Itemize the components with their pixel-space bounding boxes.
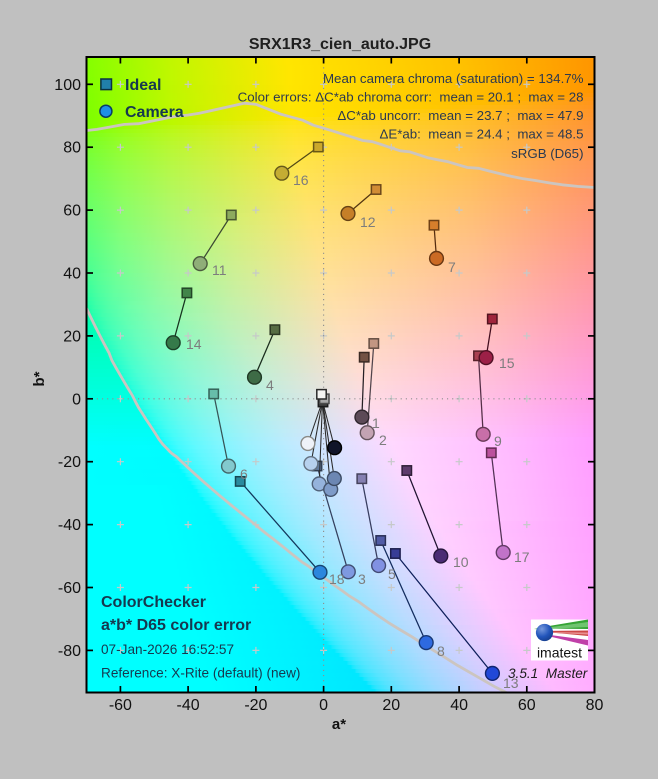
svg-text:8: 8: [437, 643, 445, 659]
svg-text:60: 60: [63, 203, 81, 220]
svg-text:4: 4: [266, 377, 274, 393]
svg-text:2: 2: [379, 432, 387, 448]
svg-text:sRGB (D65): sRGB (D65): [511, 146, 583, 161]
svg-text:Reference: X-Rite (default) (n: Reference: X-Rite (default) (new): [101, 666, 300, 681]
svg-text:100: 100: [54, 77, 81, 94]
svg-text:5: 5: [388, 566, 396, 582]
svg-text:40: 40: [450, 697, 468, 714]
svg-text:17: 17: [514, 549, 530, 565]
svg-text:Camera: Camera: [125, 104, 184, 121]
svg-text:60: 60: [518, 697, 536, 714]
svg-text:15: 15: [499, 355, 515, 371]
svg-text:16: 16: [293, 172, 309, 188]
svg-text:imatest: imatest: [537, 645, 582, 661]
svg-text:20: 20: [63, 328, 81, 345]
svg-text:-40: -40: [58, 517, 81, 534]
svg-text:-40: -40: [177, 697, 200, 714]
svg-text:ΔC*ab uncorr: mean = 23.7 ;: ΔC*ab uncorr: mean = 23.7 ; max = 47.9: [337, 108, 583, 123]
svg-text:SRX1R3_cien_auto.JPG: SRX1R3_cien_auto.JPG: [249, 36, 431, 53]
svg-text:-20: -20: [244, 697, 267, 714]
svg-text:3.5.1 Master: 3.5.1 Master: [508, 666, 588, 681]
svg-text:9: 9: [494, 433, 502, 449]
svg-text:7: 7: [448, 259, 456, 275]
svg-text:40: 40: [63, 266, 81, 283]
svg-text:b*: b*: [31, 371, 48, 386]
svg-text:14: 14: [186, 336, 202, 352]
svg-text:-80: -80: [58, 643, 81, 660]
svg-text:10: 10: [453, 554, 469, 570]
svg-text:0: 0: [72, 391, 81, 408]
svg-text:ΔE*ab: mean = 24.4 ; max = 4: ΔE*ab: mean = 24.4 ; max = 48.5: [379, 127, 583, 142]
svg-text:0: 0: [319, 697, 328, 714]
svg-text:1: 1: [372, 415, 380, 431]
svg-text:Mean camera chroma (saturation: Mean camera chroma (saturation) = 134.7%: [323, 71, 584, 86]
svg-text:a*b* D65 color error: a*b* D65 color error: [101, 617, 251, 634]
svg-text:Color errors: ΔC*ab chroma cor: Color errors: ΔC*ab chroma corr: mean = …: [238, 90, 584, 105]
svg-text:11: 11: [212, 262, 227, 278]
svg-text:12: 12: [360, 214, 376, 230]
svg-text:18: 18: [329, 571, 345, 587]
svg-text:6: 6: [240, 466, 248, 482]
svg-text:80: 80: [63, 140, 81, 157]
svg-text:-20: -20: [58, 454, 81, 471]
svg-text:Ideal: Ideal: [125, 77, 161, 94]
svg-text:-60: -60: [109, 697, 132, 714]
svg-text:3: 3: [358, 571, 366, 587]
svg-text:a*: a*: [332, 716, 346, 733]
svg-text:07-Jan-2026 16:52:57: 07-Jan-2026 16:52:57: [101, 642, 234, 657]
svg-text:20: 20: [382, 697, 400, 714]
svg-text:ColorChecker: ColorChecker: [101, 594, 206, 611]
svg-text:13: 13: [503, 675, 519, 691]
svg-text:80: 80: [586, 697, 604, 714]
svg-text:-60: -60: [58, 580, 81, 597]
